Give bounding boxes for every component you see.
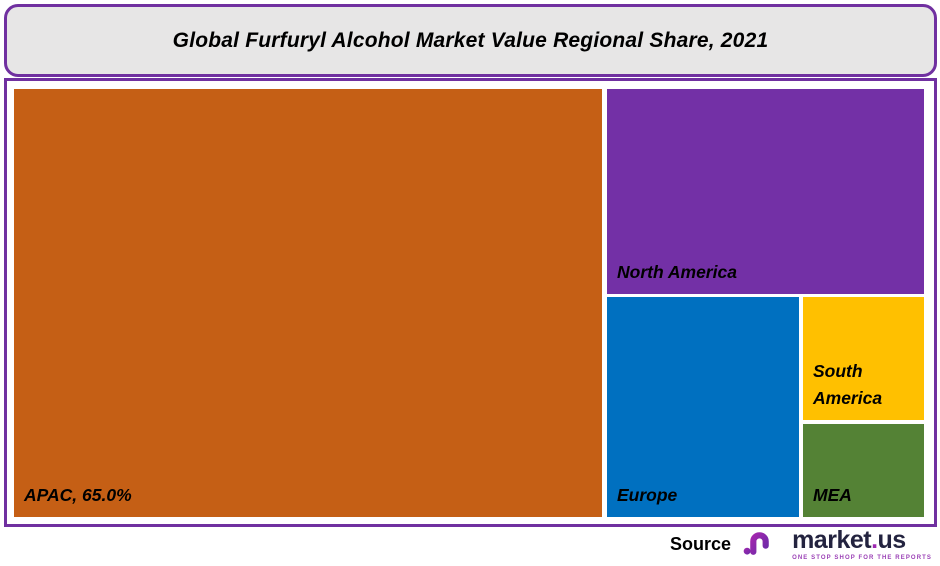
logo-name-main: market bbox=[792, 525, 872, 554]
marketus-logo-name: market.us bbox=[792, 525, 932, 554]
tile-label-apac: APAC, 65.0% bbox=[24, 484, 132, 505]
marketus-logo-text: market.us ONE STOP SHOP FOR THE REPORTS bbox=[792, 525, 932, 561]
treemap-tile-mea: MEA bbox=[803, 424, 924, 517]
marketus-logo-icon bbox=[743, 527, 787, 561]
chart-title: Global Furfuryl Alcohol Market Value Reg… bbox=[172, 28, 769, 52]
source-row: Source market.us bbox=[670, 524, 932, 564]
marketus-logo-tagline: ONE STOP SHOP FOR THE REPORTS bbox=[792, 554, 932, 561]
tile-label-europe: Europe bbox=[617, 484, 678, 505]
tile-label-mea: MEA bbox=[813, 484, 852, 505]
treemap-frame: APAC, 65.0% North America Europe South A… bbox=[4, 78, 937, 527]
logo-name-tld: us bbox=[877, 525, 907, 554]
treemap-tile-north-america: North America bbox=[607, 89, 924, 294]
treemap-tile-apac: APAC, 65.0% bbox=[14, 89, 602, 517]
treemap-tile-south-america: South America bbox=[803, 297, 924, 420]
tile-label-north-america: North America bbox=[617, 261, 737, 282]
treemap-tile-europe: Europe bbox=[607, 297, 799, 517]
logo-name-dot: . bbox=[871, 525, 878, 554]
marketus-logo: market.us ONE STOP SHOP FOR THE REPORTS bbox=[743, 527, 932, 561]
tile-label-south-america: South America bbox=[813, 360, 883, 408]
source-label: Source bbox=[670, 533, 732, 554]
chart-title-box: Global Furfuryl Alcohol Market Value Reg… bbox=[4, 4, 937, 77]
